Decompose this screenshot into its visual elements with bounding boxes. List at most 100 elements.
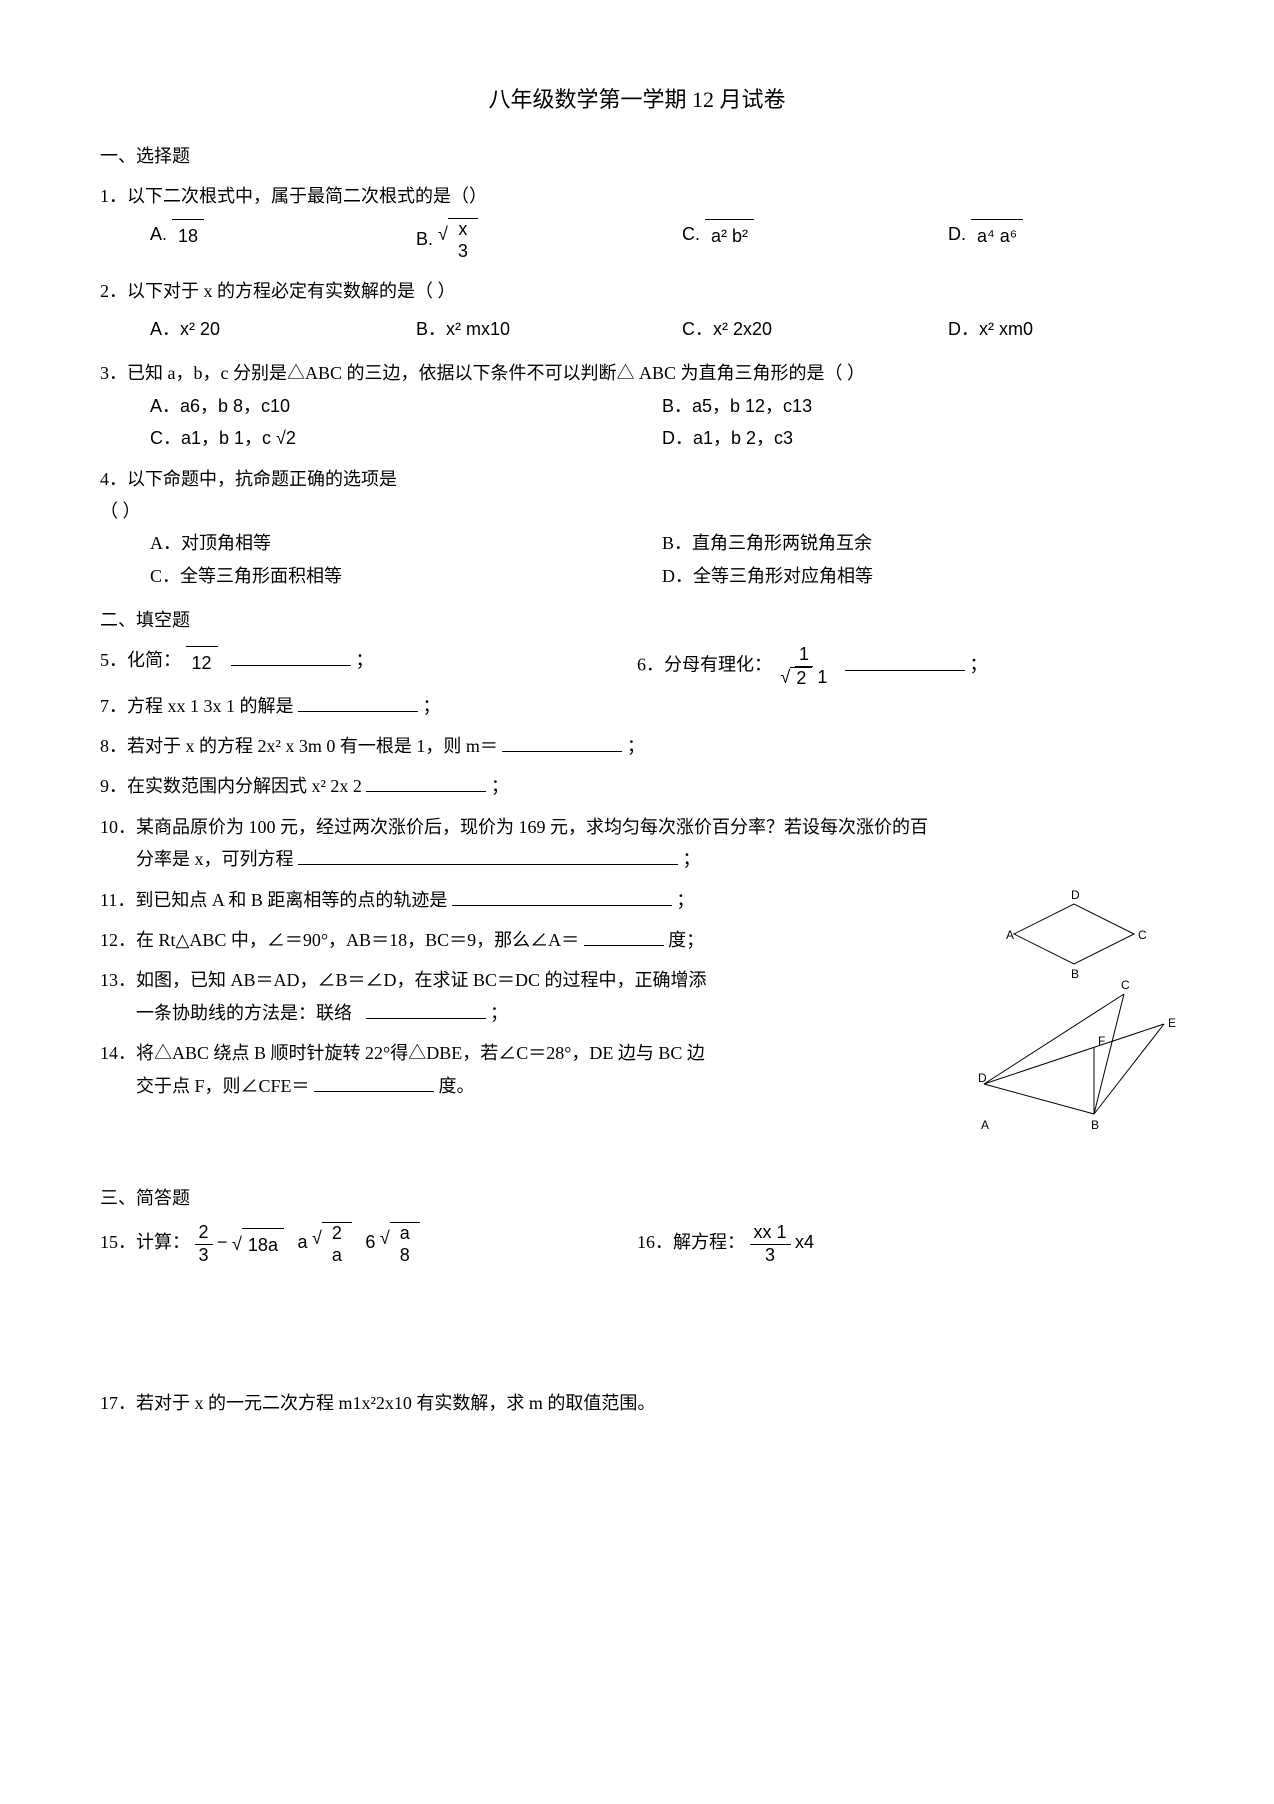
q5-expr: 12: [186, 646, 218, 679]
question-13: 13．如图，已知 AB＝AD，∠B＝∠D，在求证 BC＝DC 的过程中，正确增添…: [100, 964, 1174, 1029]
question-14: 14．将△ABC 绕点 B 顺时针旋转 22°得△DBE，若∠C＝28°，DE …: [100, 1037, 1174, 1102]
q15-s2-den: a: [328, 1245, 346, 1267]
q4-option-a: A．对顶角相等: [150, 527, 662, 559]
q2-option-c: C．x² 2x20: [682, 313, 908, 345]
q1-options: A. 18 B. √ x 3 C. a² b² D. a⁴ a⁶: [100, 218, 1174, 262]
question-15: 15．计算： 2 3 − √18a a √ 2 a 6 √ a 8: [100, 1222, 637, 1266]
q12-blank: [584, 928, 664, 946]
q12-text: 12．在 Rt△ABC 中，∠＝90°，AB＝18，BC＝9，那么∠A＝: [100, 930, 579, 950]
question-1: 1．以下二次根式中，属于最简二次根式的是（） A. 18 B. √ x 3 C.…: [100, 180, 1174, 263]
q1-a-label: A.: [150, 224, 167, 244]
section-2-header: 二、填空题: [100, 604, 1174, 636]
q15-s3-num: a: [396, 1223, 414, 1245]
q4-option-b: B．直角三角形两锐角互余: [662, 527, 1174, 559]
q4-text: 4．以下命题中，抗命题正确的选项是: [100, 463, 1174, 495]
q3-option-b: B．a5，b 12，c13: [662, 390, 1174, 422]
q14-line2: 交于点 F，则∠CFE＝: [136, 1076, 310, 1096]
q4-options-row1: A．对顶角相等 B．直角三角形两锐角互余: [100, 527, 1174, 559]
q7-punct: ；: [423, 696, 441, 716]
q13-line1: 13．如图，已知 AB＝AD，∠B＝∠D，在求证 BC＝DC 的过程中，正确增添: [100, 964, 1174, 996]
q5-label: 5．化简：: [100, 650, 181, 670]
q1-option-c: C. a² b²: [682, 218, 908, 262]
q4-option-c: C．全等三角形面积相等: [150, 560, 662, 592]
q2-options: A．x² 20 B．x² mx10 C．x² 2x20 D．x² xm0: [100, 313, 1174, 345]
q15-s2-num: 2: [328, 1223, 346, 1245]
question-6: 6．分母有理化： 1 √2 1 ；: [637, 644, 1174, 689]
q3-options-row1: A．a6，b 8，c10 B．a5，b 12，c13: [100, 390, 1174, 422]
q10-line2: 分率是 x，可列方程: [136, 849, 294, 869]
q17-text: 17．若对于 x 的一元二次方程 m1x²2x10 有实数解，求 m 的取值范围…: [100, 1393, 655, 1413]
question-3: 3．已知 a，b，c 分别是△ABC 的三边，依据以下条件不可以判断△ ABC …: [100, 357, 1174, 454]
q14-line1: 14．将△ABC 绕点 B 顺时针旋转 22°得△DBE，若∠C＝28°，DE …: [100, 1037, 1174, 1069]
label-a2: A: [981, 1118, 989, 1132]
q3-option-c: C．a1，b 1，c √2: [150, 422, 662, 454]
question-17: 17．若对于 x 的一元二次方程 m1x²2x10 有实数解，求 m 的取值范围…: [100, 1387, 1174, 1419]
q3-text: 3．已知 a，b，c 分别是△ABC 的三边，依据以下条件不可以判断△ ABC …: [100, 357, 1174, 389]
q10-blank: [298, 847, 678, 865]
q1-text: 1．以下二次根式中，属于最简二次根式的是（）: [100, 180, 1174, 212]
q4-paren: （ ）: [100, 495, 1174, 527]
q8-punct: ；: [627, 736, 645, 756]
q3-option-d: D．a1，b 2，c3: [662, 422, 1174, 454]
q5-q6-row: 5．化简： 12 ； 6．分母有理化： 1 √2 1 ；: [100, 644, 1174, 689]
q9-punct: ；: [491, 776, 509, 796]
question-12: 12．在 Rt△ABC 中，∠＝90°，AB＝18，BC＝9，那么∠A＝ 度；: [100, 924, 1174, 956]
q9-text: 9．在实数范围内分解因式 x² 2x 2: [100, 776, 362, 796]
q6-blank: [845, 653, 965, 671]
q1-b-label: B.: [416, 229, 433, 249]
q16-num: xx 1: [750, 1222, 791, 1245]
q13-punct: ；: [490, 1003, 508, 1023]
q15-s3-den: 8: [396, 1245, 414, 1267]
q2-option-d: D．x² xm0: [948, 313, 1174, 345]
q11-text: 11．到已知点 A 和 B 距离相等的点的轨迹是: [100, 890, 447, 910]
q1-option-d: D. a⁴ a⁶: [948, 218, 1174, 262]
q16-label: 16．解方程：: [637, 1233, 745, 1253]
q10-line1: 10．某商品原价为 100 元，经过两次涨价后，现价为 169 元，求均匀每次涨…: [100, 811, 1174, 843]
q11-punct: ；: [676, 890, 694, 910]
q6-den-rest: 1: [817, 667, 827, 687]
q15-sqrt1: 18a: [242, 1228, 284, 1261]
q6-punct: ；: [969, 655, 987, 675]
q6-num: 1: [795, 644, 813, 667]
q15-frac-den: 3: [195, 1245, 213, 1267]
q11-blank: [452, 888, 672, 906]
q14-blank: [314, 1074, 434, 1092]
q3-options-row2: C．a1，b 1，c √2 D．a1，b 2，c3: [100, 422, 1174, 454]
q8-text: 8．若对于 x 的方程 2x² x 3m 0 有一根是 1，则 m＝: [100, 736, 498, 756]
q15-label: 15．计算：: [100, 1233, 190, 1253]
q15-frac-num: 2: [195, 1222, 213, 1245]
q9-blank: [366, 774, 486, 792]
q13-blank: [366, 1001, 486, 1019]
q14-unit: 度。: [439, 1076, 475, 1096]
exam-title: 八年级数学第一学期 12 月试卷: [100, 80, 1174, 120]
q6-den: √2 1: [777, 667, 832, 690]
q5-blank: [231, 648, 351, 666]
q1-c-body: a² b²: [705, 219, 754, 252]
q1-option-b: B. √ x 3: [416, 218, 642, 262]
question-11: 11．到已知点 A 和 B 距离相等的点的轨迹是 ；: [100, 884, 1174, 916]
q1-d-label: D.: [948, 224, 966, 244]
q16-rest: x4: [795, 1233, 814, 1253]
q13-line2: 一条协助线的方法是：联络: [136, 1003, 352, 1023]
label-b2: B: [1091, 1118, 1099, 1132]
q4-options-row2: C．全等三角形面积相等 D．全等三角形对应角相等: [100, 560, 1174, 592]
q3-option-a: A．a6，b 8，c10: [150, 390, 662, 422]
q12-unit: 度；: [668, 930, 704, 950]
q2-text: 2．以下对于 x 的方程必定有实数解的是（ ）: [100, 275, 1174, 307]
question-16: 16．解方程： xx 1 3 x4: [637, 1222, 1174, 1266]
q7-text: 7．方程 xx 1 3x 1 的解是: [100, 696, 294, 716]
q1-b-den: 3: [454, 241, 472, 263]
q6-label: 6．分母有理化：: [637, 655, 772, 675]
q5-punct: ；: [356, 650, 374, 670]
q4-option-d: D．全等三角形对应角相等: [662, 560, 1174, 592]
question-5: 5．化简： 12 ；: [100, 644, 637, 689]
q1-option-a: A. 18: [150, 218, 376, 262]
q15-q16-row: 15．计算： 2 3 − √18a a √ 2 a 6 √ a 8 16．解方程…: [100, 1222, 1174, 1266]
q1-a-body: 18: [172, 219, 204, 252]
question-9: 9．在实数范围内分解因式 x² 2x 2 ；: [100, 770, 1174, 802]
section-1-header: 一、选择题: [100, 140, 1174, 172]
q6-den-sqrt: 2: [790, 667, 812, 690]
q2-option-b: B．x² mx10: [416, 313, 642, 345]
q15-mid2: 6: [365, 1233, 375, 1253]
q10-punct: ；: [683, 849, 701, 869]
